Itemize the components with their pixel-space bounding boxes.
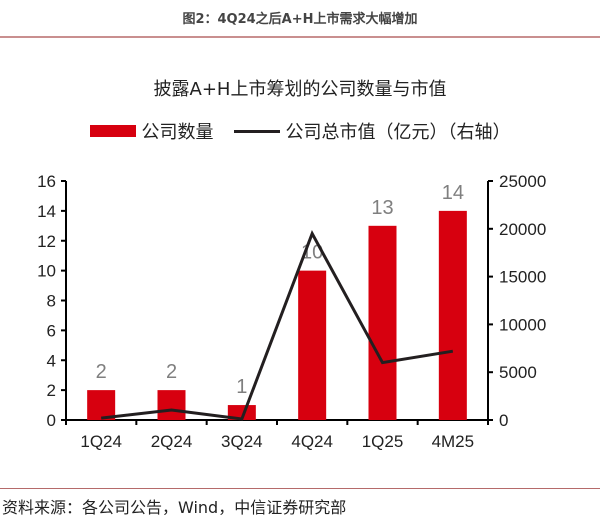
x-tick-label: 1Q25 [362,432,404,451]
right-tick-label: 0 [499,411,508,430]
left-tick-label: 12 [37,232,56,251]
left-tick-label: 10 [37,262,56,281]
legend-bar-label: 公司数量 [141,122,214,143]
bar [87,390,116,420]
x-tick-label: 1Q24 [80,432,122,451]
legend-line-label: 公司总市值（亿元）（右轴） [285,122,511,143]
right-tick-label: 5000 [499,363,537,382]
right-tick-label: 25000 [499,172,546,191]
market-cap-line [100,229,454,421]
left-tick-label: 6 [47,321,56,340]
x-tick-label: 4Q24 [291,432,333,451]
legend-bar-swatch [89,125,136,137]
left-y-axis: 0 2 4 6 8 10 12 14 16 [37,172,67,430]
bottom-divider [0,488,600,489]
bar-value-label: 14 [442,182,464,204]
legend-item-bar: 公司数量 [89,118,214,144]
left-tick-label: 4 [47,351,56,370]
right-tick-label: 10000 [499,315,546,334]
bar [227,405,256,420]
chart-title: 披露A+H上市筹划的公司数量与市值 [153,79,447,100]
bar [438,210,467,420]
bar-value-label: 1 [236,376,247,398]
x-axis: 1Q24 2Q24 3Q24 4Q24 1Q25 4M25 [61,419,489,451]
bar-series [87,210,467,420]
chart-legend: 公司数量 公司总市值（亿元）（右轴） [0,118,600,144]
top-divider [0,36,600,38]
legend-line-swatch [233,129,280,133]
line-series [100,229,454,421]
x-tick-label: 2Q24 [151,432,193,451]
bar [368,225,397,420]
x-tick-label: 3Q24 [221,432,263,451]
left-tick-label: 0 [47,411,56,430]
source-note: 资料来源：各公司公告，Wind，中信证券研究部 [2,498,347,517]
right-y-axis: 0 5000 10000 15000 20000 25000 [487,172,546,430]
left-tick-label: 2 [47,381,56,400]
bar [157,390,186,420]
legend-item-line: 公司总市值（亿元）（右轴） [233,118,511,144]
left-tick-label: 14 [37,202,56,221]
figure-title: 图2：4Q24之后A+H上市需求大幅增加 [182,12,418,27]
left-tick-label: 16 [37,172,56,191]
bar [298,270,327,420]
right-tick-label: 15000 [499,268,546,287]
x-tick-label: 4M25 [432,432,475,451]
bar-value-label: 2 [166,361,177,383]
right-tick-label: 20000 [499,220,546,239]
bar-value-label: 2 [96,361,107,383]
left-tick-label: 8 [47,292,56,311]
bar-value-label: 13 [371,197,393,219]
